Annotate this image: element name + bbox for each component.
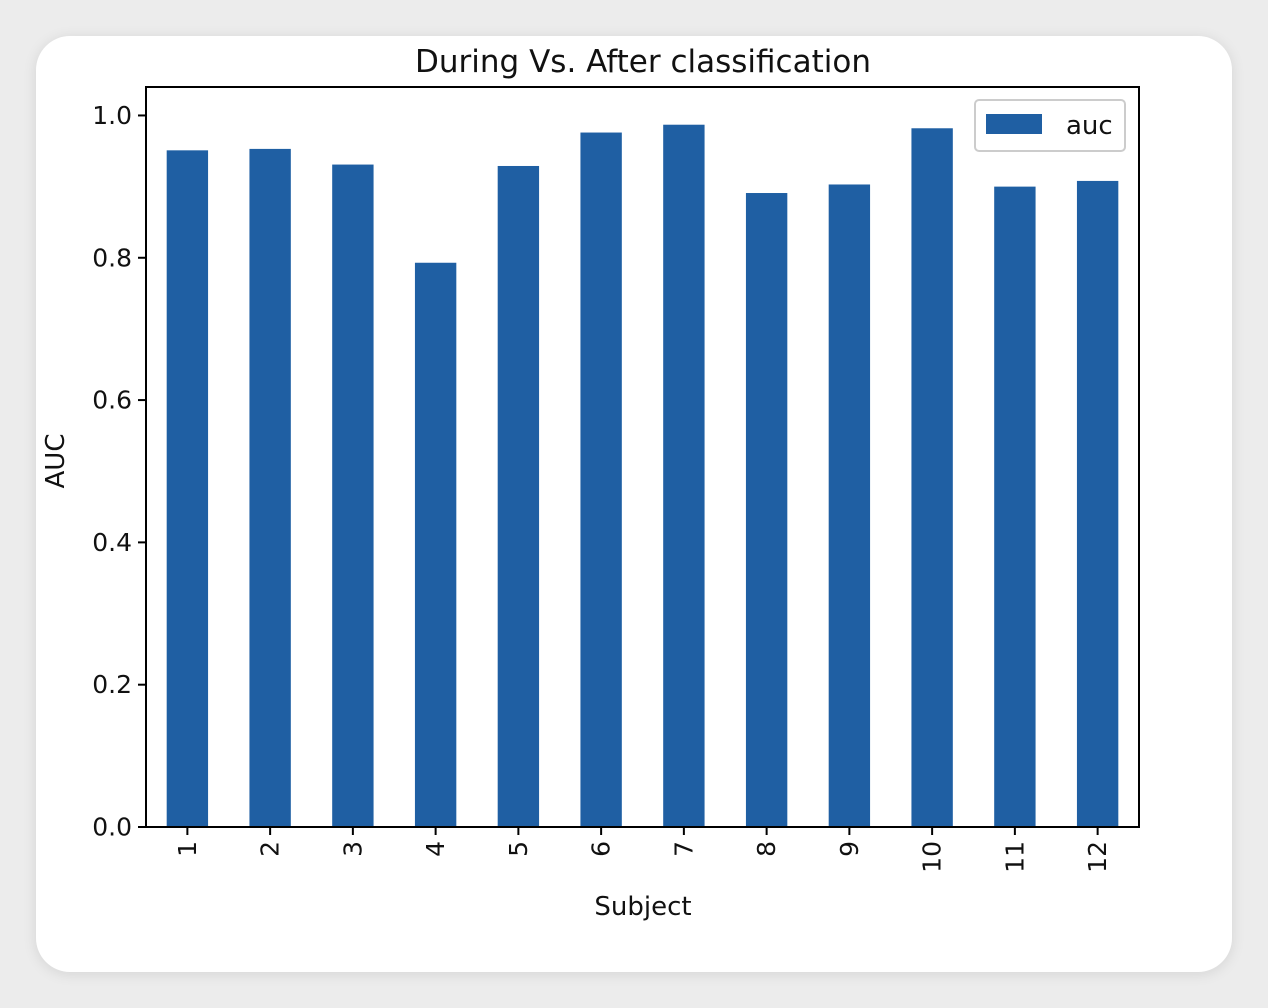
legend-box [974,99,1126,152]
bar-subject-8 [745,193,788,827]
x-tick-label: 1 [173,841,202,857]
bar-subject-1 [166,150,209,827]
chart-title: During Vs. After classification [415,44,871,80]
bar-subject-3 [332,164,374,827]
x-tick-label: 10 [918,841,947,873]
x-axis-label: Subject [594,892,691,922]
y-axis: 0.0 0.2 0.4 0.6 0.8 1.0 [92,101,146,842]
bar-subject-7 [663,124,705,827]
x-tick-label: 9 [835,841,864,857]
bar-subject-6 [580,132,622,827]
bar-chart: During Vs. After classification 0.00.20.… [41,44,1140,922]
y-tick-label: 0.4 [92,528,132,557]
plot-frame [145,86,1140,828]
legend-label-auc: auc [1066,111,1113,141]
bar-subject-10 [911,128,953,827]
x-tick-label: 2 [256,841,285,857]
bar-subject-5 [497,165,540,828]
y-tick-label: 0.8 [92,243,132,272]
x-tick-label: 12 [1083,841,1112,873]
y-tick-label: 1.0 [92,101,132,130]
bar-subject-2 [249,148,291,827]
x-tick-label: 11 [1000,841,1029,873]
x-tick-label: 4 [421,841,450,857]
bar-subject-12 [1076,180,1119,828]
x-axis: 1 2 3 4 5 6 7 8 9 10 11 12 [173,827,1112,873]
x-tick-label: 8 [752,841,781,857]
bar-subject-11 [994,186,1036,827]
x-tick-label: 7 [669,841,698,857]
bars-group [166,124,1119,828]
x-tick-label: 6 [587,841,616,857]
x-tick-label: 5 [504,841,533,857]
bar-subject-4 [414,262,457,827]
legend: auc [974,99,1126,152]
chart-card: During Vs. After classification 0.0 0.2 0.… [36,36,1232,972]
y-axis-label: AUC [41,434,71,489]
bar-subject-9 [828,184,871,828]
y-tick-label: 0.6 [92,386,132,415]
y-tick-label: 0.0 [92,813,132,842]
y-tick-label: 0.2 [92,670,132,699]
x-tick-label: 3 [338,841,367,857]
legend-swatch-auc [986,114,1042,134]
